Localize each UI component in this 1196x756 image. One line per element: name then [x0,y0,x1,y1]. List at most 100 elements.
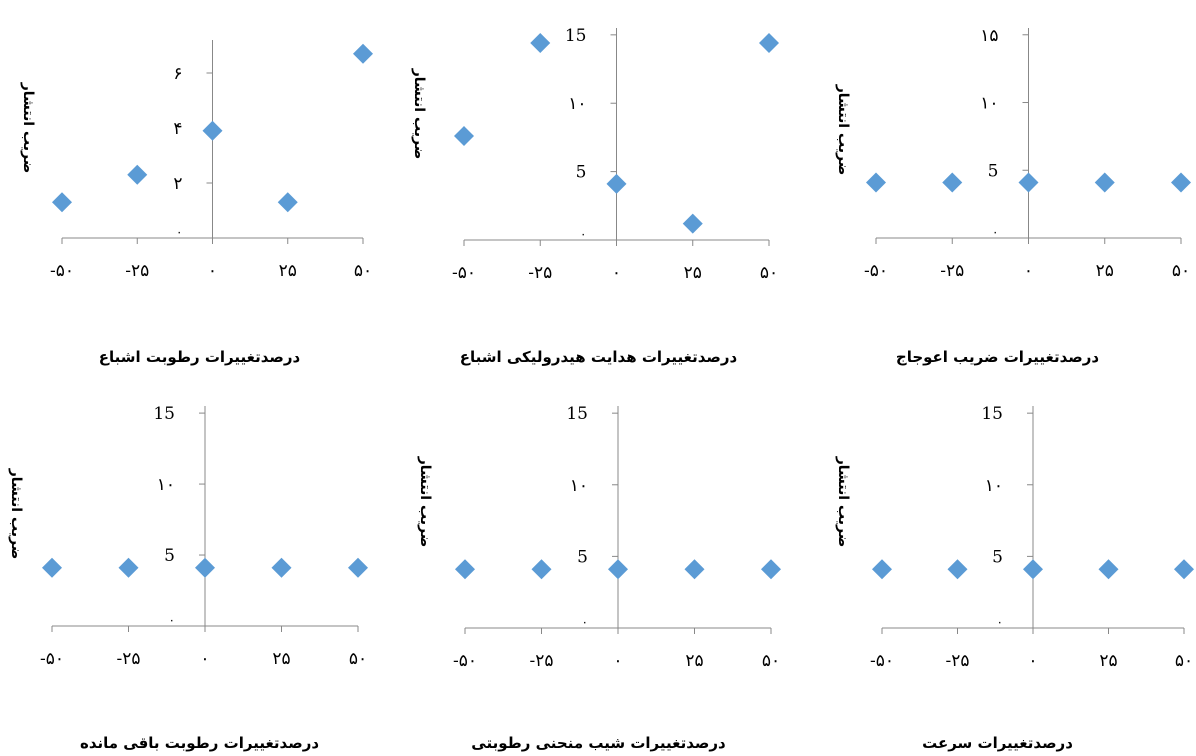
data-point [348,557,368,578]
x-tick-label: ۲۵ [685,651,703,671]
x-tick-label: ۵۰ [354,261,372,281]
data-point [1023,559,1043,580]
data-point [531,559,552,580]
y-tick-label: ۰ [582,615,588,629]
y-tick-label: 5 [577,547,588,567]
x-tick-label: -۲۵ [116,649,140,669]
data-point [271,557,292,578]
x-tick-label: ۰ [612,263,621,283]
data-point [942,172,963,193]
x-tick-label: -۵۰ [864,261,888,281]
x-tick-label: -۵۰ [870,651,894,671]
y-tick-label: ۰ [997,615,1003,629]
y-tick-label: 5 [576,163,587,183]
data-point [761,559,781,580]
chart-panel: -۵۰ -۲۵ ۰ ۲۵ ۵۰ ۰ 5 ۱۰ 15 ضریب انتشار درصدتغییرات … [399,0,798,378]
y-tick-label: 15 [565,26,587,46]
y-tick-label: ۱۵ [980,26,998,46]
y-tick-label: ۰ [992,225,998,239]
x-tick-label: -۲۵ [940,261,964,281]
y-tick-label: ۰ [176,225,182,239]
chart-panel: -۵۰ -۲۵ ۰ ۲۵ ۵۰ ۰ 5 ۱۰ 15 ضریب انتشار درصدتغییرات … [798,378,1196,756]
x-tick-label: -۲۵ [945,651,969,671]
x-tick-label: ۵۰ [762,651,780,671]
y-tick-label: ۰ [580,227,586,241]
chart-panel: -۵۰ -۲۵ ۰ ۲۵ ۵۰ ۰ 5 ۱۰ 15 ضریب انتشار درصدتغییرات … [399,378,798,756]
data-point [118,557,139,578]
scatter-plot: -۵۰ -۲۵ ۰ ۲۵ ۵۰ ۰ ۲ ۴ ۶ [50,40,373,281]
x-tick-label: ۰ [1028,651,1037,671]
data-point [1018,172,1039,193]
data-point [684,559,705,580]
data-point [872,559,892,580]
data-point [1174,559,1194,580]
x-axis-title: درصدتغییرات رطوبت اشباع [98,348,301,366]
y-tick-label: ۱۰ [980,94,998,114]
scatter-plot: -۵۰ -۲۵ ۰ ۲۵ ۵۰ ۰ 5 ۱۰ 15 [453,404,781,671]
x-tick-label: -۵۰ [40,649,64,669]
x-axis-title: درصدتغییرات شیب منحنی رطوبتی [471,734,726,752]
data-point [454,126,474,147]
x-axis-title: درصدتغییرات رطوبت باقی مانده [79,734,320,752]
y-tick-label: 5 [992,547,1003,567]
data-point [202,120,223,141]
data-point [52,192,72,213]
data-point [866,172,886,193]
scatter-plot: -۵۰ -۲۵ ۰ ۲۵ ۵۰ ۰ 5 ۱۰ 15 [870,404,1194,671]
x-tick-label: ۲۵ [684,263,702,283]
x-tick-label: ۰ [613,651,622,671]
x-tick-label: ۲۵ [279,261,297,281]
x-tick-label: ۵۰ [1172,261,1190,281]
x-axis-title: درصدتغییرات ضریب اعوجاج [895,348,1100,366]
y-tick-label: 15 [566,404,588,424]
y-tick-label: ۱۰ [568,94,586,114]
scatter-plot: -۵۰ -۲۵ ۰ ۲۵ ۵۰ ۰ 5 ۱۰ 15 [452,26,779,283]
y-tick-label: ۴ [173,119,182,139]
y-axis-title: ضریب انتشار [411,68,427,160]
data-point [1098,559,1119,580]
y-tick-label: ۲ [173,174,182,194]
y-tick-label: 15 [981,404,1003,424]
x-tick-label: ۵۰ [1175,651,1193,671]
data-point [127,164,148,185]
data-point [195,557,215,578]
data-point [277,192,298,213]
x-tick-label: -۲۵ [125,261,149,281]
data-point [42,557,62,578]
data-point [608,559,628,580]
y-axis-title: ضریب انتشار [835,84,851,176]
y-tick-label: 15 [153,404,175,424]
x-tick-label: -۵۰ [452,263,476,283]
chart-panel: -۵۰ -۲۵ ۰ ۲۵ ۵۰ ۰ 5 ۱۰ ۱۵ ضریب انتشار درصدتغییرات … [798,0,1196,378]
data-point [455,559,475,580]
scatter-plot: -۵۰ -۲۵ ۰ ۲۵ ۵۰ ۰ 5 ۱۰ 15 [40,404,368,669]
y-tick-label: ۱۰ [985,476,1003,496]
y-tick-label: 5 [988,161,999,181]
scatter-plot: -۵۰ -۲۵ ۰ ۲۵ ۵۰ ۰ 5 ۱۰ ۱۵ [864,26,1191,281]
y-tick-label: 5 [164,546,175,566]
x-tick-label: ۵۰ [349,649,367,669]
data-point [947,559,968,580]
y-axis-title: ضریب انتشار [835,456,851,548]
x-tick-label: ۲۵ [1099,651,1117,671]
data-point [530,33,551,54]
data-point [1171,172,1191,193]
y-tick-label: ۱۰ [157,475,175,495]
chart-panel: -۵۰ -۲۵ ۰ ۲۵ ۵۰ ۰ ۲ ۴ ۶ ضریب انتشار درصدتغییرات رط… [0,0,399,378]
y-axis-title: ضریب انتشار [20,82,36,174]
chart-panel: -۵۰ -۲۵ ۰ ۲۵ ۵۰ ۰ 5 ۱۰ 15 ضریب انتشار درصدتغییرات … [0,378,399,756]
x-tick-label: ۲۵ [1096,261,1114,281]
y-axis-title: ضریب انتشار [8,468,24,560]
y-tick-label: ۱۰ [570,476,588,496]
data-point [606,173,627,194]
data-point [353,43,373,64]
x-axis-title: درصدتغییرات سرعت [922,734,1073,752]
y-tick-label: ۰ [169,613,175,627]
data-point [682,213,703,234]
y-axis-title: ضریب انتشار [417,456,433,548]
x-axis-title: درصدتغییرات هدایت هیدرولیکی اشباع [459,348,738,366]
data-point [1094,172,1115,193]
x-tick-label: ۵۰ [760,263,778,283]
x-tick-label: -۵۰ [50,261,74,281]
x-tick-label: ۰ [208,261,217,281]
